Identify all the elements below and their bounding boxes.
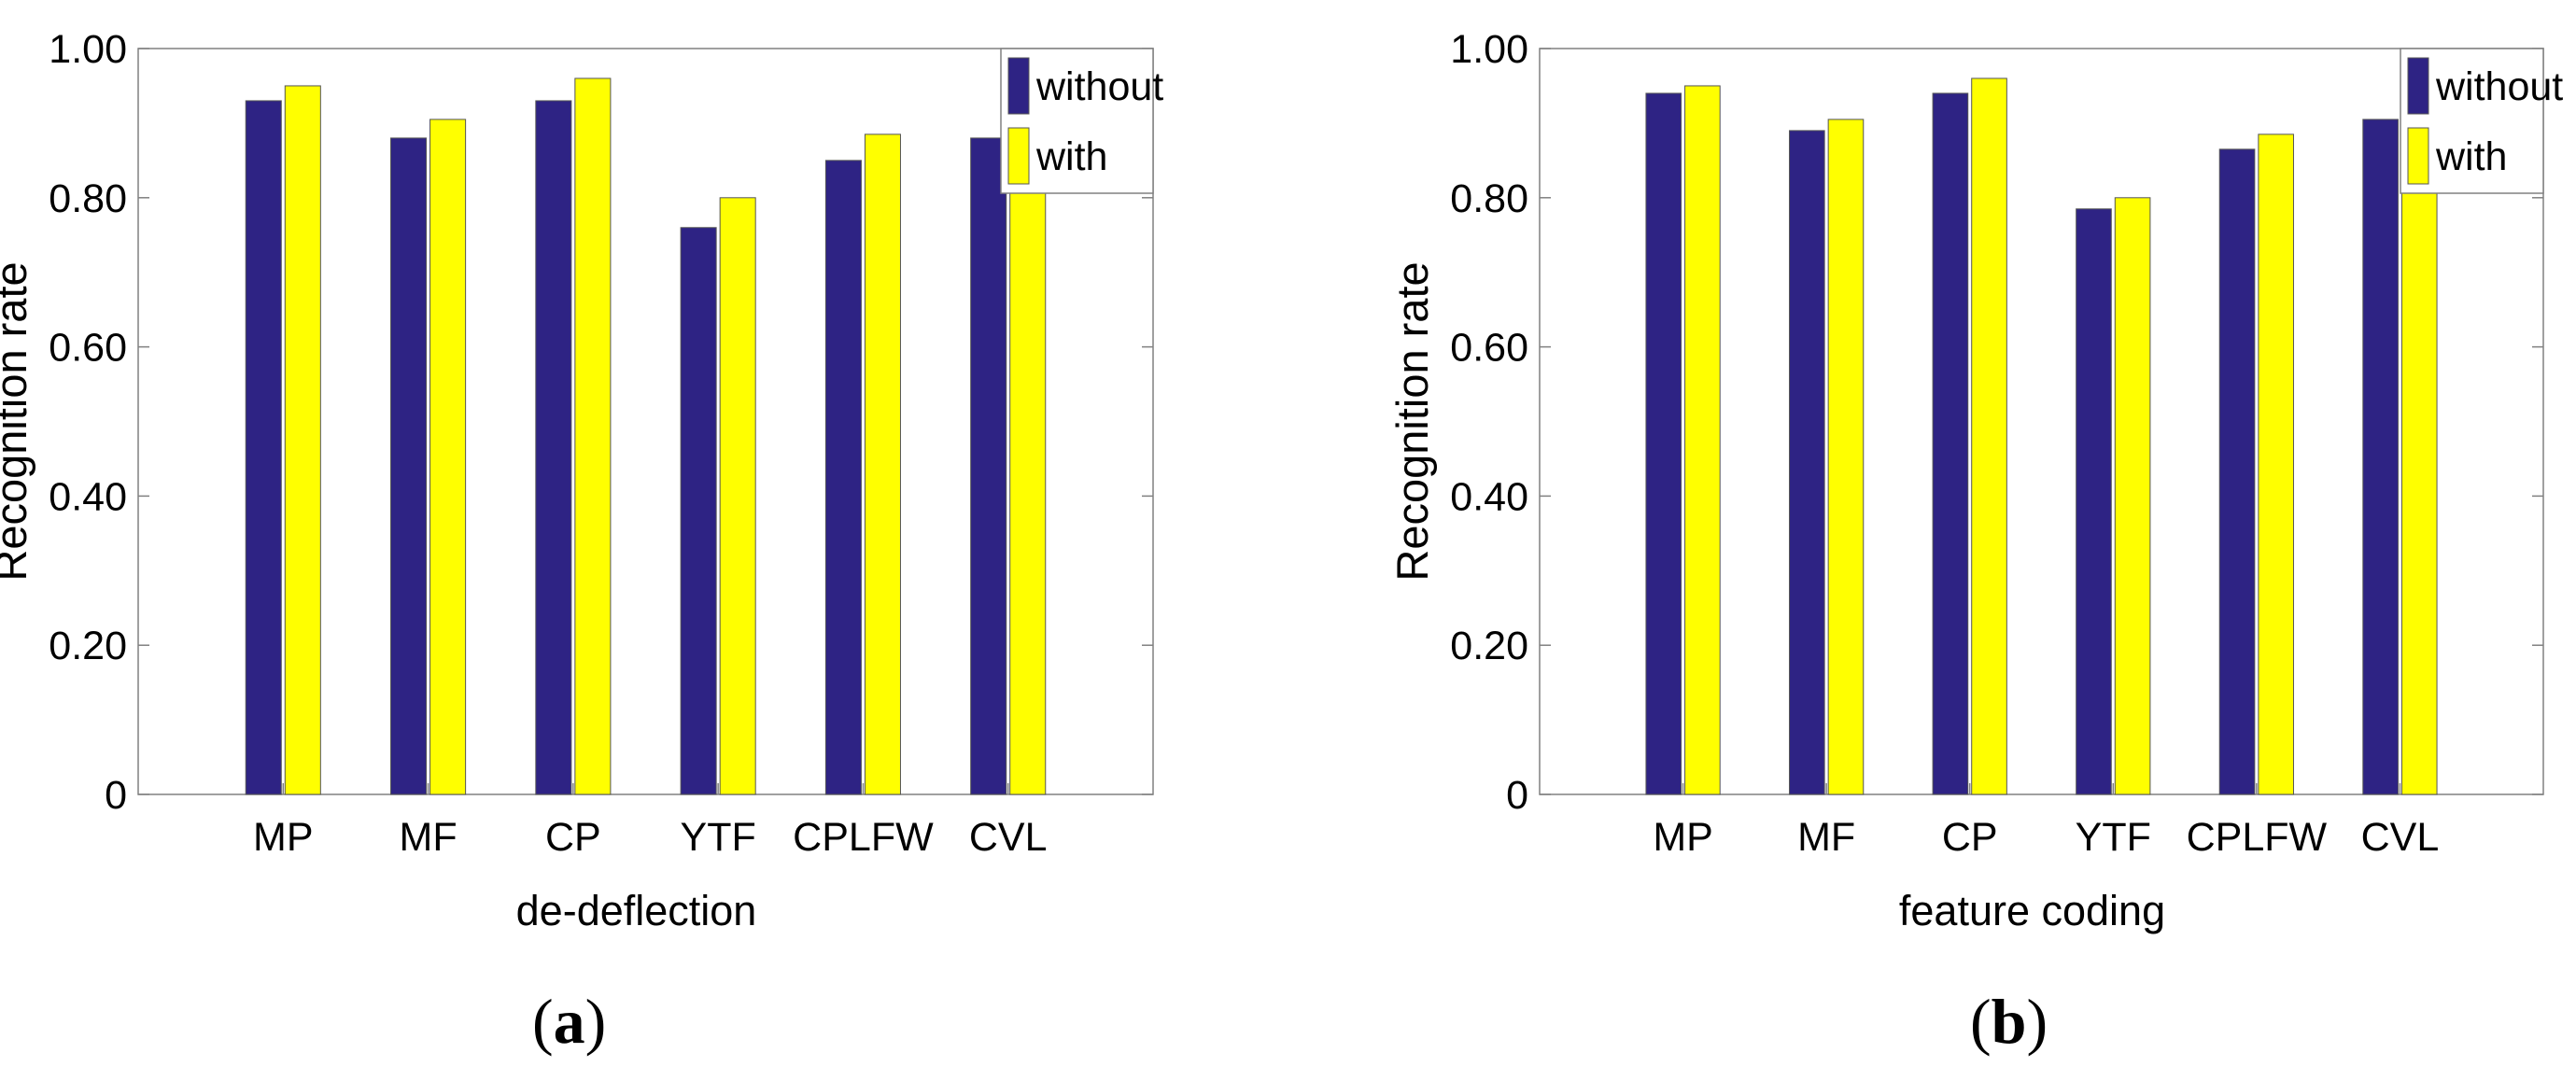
legend-swatch-with — [2407, 127, 2429, 185]
y-tick-label: 0.40 — [1450, 474, 1528, 519]
chart-panel-a: 0 0.20 0.40 0.60 0.80 1.00 MP MF CP YTF CPLFW CVL de… — [0, 27, 1163, 934]
x-tick-label: CP — [1942, 815, 1998, 860]
y-tick-label: 0.80 — [49, 176, 127, 221]
bar-with-mf — [1827, 119, 1865, 795]
legend-label-without: without — [1035, 64, 1163, 109]
bar-with-mf — [429, 119, 467, 795]
y-tick-label: 0.80 — [1450, 176, 1528, 221]
legend-label-without: without — [2435, 64, 2563, 109]
bar-without-cp — [1932, 92, 1969, 795]
bar-with-cp — [1971, 77, 2007, 795]
x-axis-label: de-deflection — [516, 887, 757, 934]
bar-with-cplfw — [2258, 133, 2294, 795]
bar-without-cplfw — [2218, 148, 2256, 795]
plot-frame — [1539, 48, 2544, 795]
bar-with-mp — [284, 85, 321, 795]
x-tick-label: YTF — [681, 815, 756, 860]
plot-frame — [137, 48, 1154, 795]
y-tick-label: 0 — [105, 773, 127, 818]
y-tick-label: 0.60 — [1450, 326, 1528, 371]
y-tick-label: 1.00 — [1450, 27, 1528, 72]
y-axis-label: Recognition rate — [0, 261, 35, 581]
y-tick-label: 0.20 — [1450, 624, 1528, 668]
x-tick-label: MP — [253, 815, 314, 860]
legend-label-with: with — [1035, 134, 1107, 179]
x-tick-label: YTF — [2076, 815, 2151, 860]
x-tick-label: CPLFW — [793, 815, 934, 860]
bar-without-mp — [245, 100, 282, 795]
bar-without-mf — [1789, 130, 1825, 795]
x-tick-label: MF — [400, 815, 457, 860]
y-tick-label: 0.20 — [49, 624, 127, 668]
bar-without-ytf — [2076, 208, 2112, 795]
legend-swatch-without — [1007, 57, 1030, 115]
bar-with-cp — [574, 77, 612, 795]
x-tick-label: CVL — [969, 815, 1048, 860]
x-axis-label: feature coding — [1899, 887, 2165, 934]
bar-with-cplfw — [864, 133, 901, 795]
bar-with-ytf — [2114, 197, 2151, 795]
y-tick-label: 0.60 — [49, 326, 127, 371]
panel-caption-b: (b) — [1970, 986, 2048, 1057]
y-tick-label: 1.00 — [49, 27, 127, 72]
bar-without-mp — [1645, 92, 1682, 795]
bar-without-ytf — [680, 227, 717, 795]
y-tick-label: 0.40 — [49, 474, 127, 519]
x-tick-label: CPLFW — [2187, 815, 2328, 860]
x-tick-label: CVL — [2361, 815, 2440, 860]
x-tick-label: MF — [1797, 815, 1855, 860]
legend-swatch-without — [2407, 57, 2429, 115]
x-tick-label: CP — [545, 815, 601, 860]
bar-without-cvl — [970, 137, 1007, 795]
bar-with-ytf — [719, 197, 756, 795]
legend-swatch-with — [1007, 127, 1030, 185]
y-axis-label: Recognition rate — [1387, 261, 1437, 581]
bar-with-cvl — [1009, 122, 1047, 795]
bar-without-cvl — [2362, 119, 2399, 795]
y-tick-label: 0 — [1506, 773, 1528, 818]
x-tick-label: MP — [1653, 815, 1713, 860]
panel-caption-a: (a) — [532, 986, 607, 1057]
chart-panel-b: 0 0.20 0.40 0.60 0.80 1.00 MP MF CP YTF CPLFW CVL fe… — [1387, 27, 2563, 934]
legend-label-with: with — [2435, 134, 2507, 179]
bar-without-mf — [390, 137, 428, 795]
bar-without-cplfw — [824, 160, 862, 795]
bar-with-cvl — [2400, 122, 2438, 795]
bar-without-cp — [535, 100, 572, 795]
bar-with-mp — [1684, 85, 1721, 795]
